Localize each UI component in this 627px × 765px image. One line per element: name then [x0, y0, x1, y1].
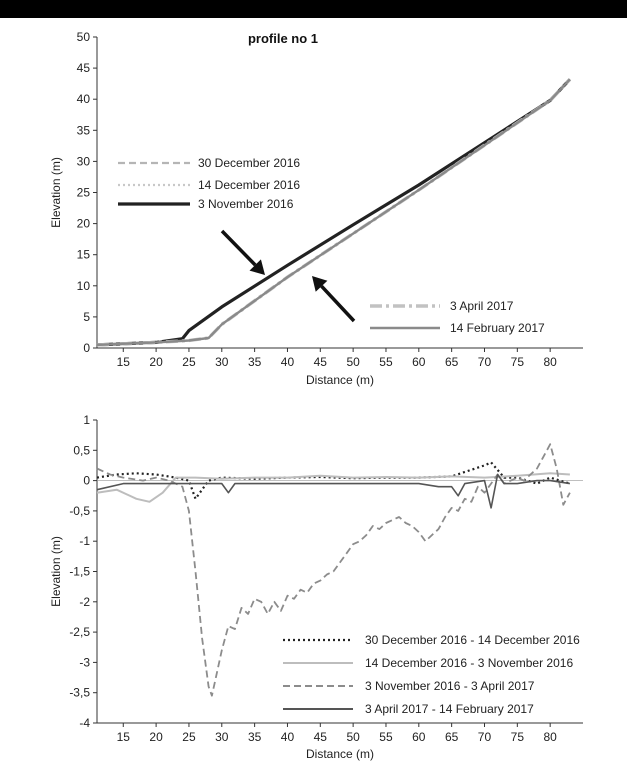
- annotation-arrow-shaft: [320, 285, 356, 323]
- y-tick-label: -4: [79, 716, 90, 730]
- x-tick-label: 65: [445, 355, 459, 369]
- annotation-arrow-head: [249, 259, 265, 275]
- y-tick-label: -2: [79, 595, 90, 609]
- series-line-2: [96, 472, 570, 503]
- top-black-bar: [0, 0, 627, 18]
- y-tick-label: 1: [83, 413, 90, 427]
- y-tick-label: -1,5: [69, 565, 90, 579]
- x-tick-label: 50: [346, 355, 360, 369]
- x-tick-label: 35: [248, 730, 262, 744]
- x-tick-label: 55: [379, 730, 393, 744]
- x-tick-label: 75: [511, 355, 525, 369]
- y-tick-label: 50: [77, 30, 91, 44]
- y-axis-label: Elevation (m): [49, 536, 63, 607]
- y-tick-label: 15: [77, 248, 91, 262]
- x-tick-label: 60: [412, 730, 426, 744]
- annotation-arrow-head: [312, 276, 328, 292]
- x-tick-label: 80: [543, 730, 557, 744]
- x-tick-label: 65: [445, 730, 459, 744]
- y-tick-label: 10: [77, 279, 91, 293]
- y-tick-label: 40: [77, 92, 91, 106]
- x-tick-label: 45: [314, 730, 328, 744]
- x-tick-label: 40: [281, 355, 295, 369]
- x-tick-label: 30: [215, 730, 229, 744]
- legend-label: 3 April 2017: [450, 299, 514, 313]
- x-tick-label: 15: [117, 355, 131, 369]
- y-tick-label: 0: [83, 341, 90, 355]
- x-tick-label: 15: [117, 730, 131, 744]
- y-tick-label: 45: [77, 61, 91, 75]
- legend-label: 3 April 2017 - 14 February 2017: [365, 702, 534, 716]
- y-tick-label: -0,5: [69, 504, 90, 518]
- x-tick-label: 70: [478, 730, 492, 744]
- x-tick-label: 35: [248, 355, 262, 369]
- series-line-4: [96, 473, 571, 509]
- legend-label: 14 February 2017: [450, 321, 545, 335]
- y-tick-label: -3,5: [69, 686, 90, 700]
- x-tick-label: 20: [149, 730, 163, 744]
- y-tick-label: 25: [77, 186, 91, 200]
- legend-label: 3 November 2016 - 3 April 2017: [365, 679, 535, 693]
- y-tick-label: 30: [77, 154, 91, 168]
- annotation-arrow-shaft: [220, 229, 257, 267]
- y-tick-label: -3: [79, 655, 90, 669]
- x-tick-label: 30: [215, 355, 229, 369]
- series-line-5: [96, 78, 571, 347]
- x-axis-label: Distance (m): [306, 373, 374, 387]
- chart-2: 1 0,5 0 -0,5 -1 -1,5 -2 -2,5 -3 -3,5 -4 15 20 25 30 35 4…: [49, 413, 583, 761]
- y-tick-label: 35: [77, 123, 91, 137]
- x-tick-label: 45: [314, 355, 328, 369]
- x-tick-label: 70: [478, 355, 492, 369]
- x-tick-label: 40: [281, 730, 295, 744]
- y-tick-label: 5: [83, 310, 90, 324]
- legend-label: 14 December 2016: [198, 178, 300, 192]
- y-tick-label: 0: [83, 474, 90, 488]
- x-tick-label: 75: [511, 730, 525, 744]
- y-tick-label: -1: [79, 534, 90, 548]
- x-tick-label: 80: [543, 355, 557, 369]
- legend-2: 3 April 2017 14 February 2017: [370, 299, 545, 335]
- series-line-1: [96, 461, 571, 500]
- legend-label: 30 December 2016 - 14 December 2016: [365, 633, 580, 647]
- y-axis-label: Elevation (m): [49, 157, 63, 228]
- legend-label: 14 December 2016 - 3 November 2016: [365, 656, 573, 670]
- legend-1: 30 December 2016 - 14 December 2016 14 De…: [283, 633, 580, 716]
- x-tick-label: 20: [149, 355, 163, 369]
- legend-label: 3 November 2016: [198, 197, 294, 211]
- chart-1: 0 5 10 15 20 25 30 35 40 45 50 15 20 25 30 35 40 45 50 55 60…: [49, 30, 583, 387]
- x-tick-label: 55: [379, 355, 393, 369]
- x-axis-label: Distance (m): [306, 747, 374, 761]
- y-tick-label: 0,5: [73, 443, 90, 457]
- x-tick-label: 50: [346, 730, 360, 744]
- legend-1: 30 December 2016 14 December 2016 3 Novemb…: [118, 156, 300, 211]
- chart-title: profile no 1: [248, 31, 318, 46]
- x-tick-label: 25: [182, 730, 196, 744]
- x-tick-label: 25: [182, 355, 196, 369]
- y-tick-label: -2,5: [69, 625, 90, 639]
- y-tick-label: 20: [77, 217, 91, 231]
- x-tick-label: 60: [412, 355, 426, 369]
- legend-label: 30 December 2016: [198, 156, 300, 170]
